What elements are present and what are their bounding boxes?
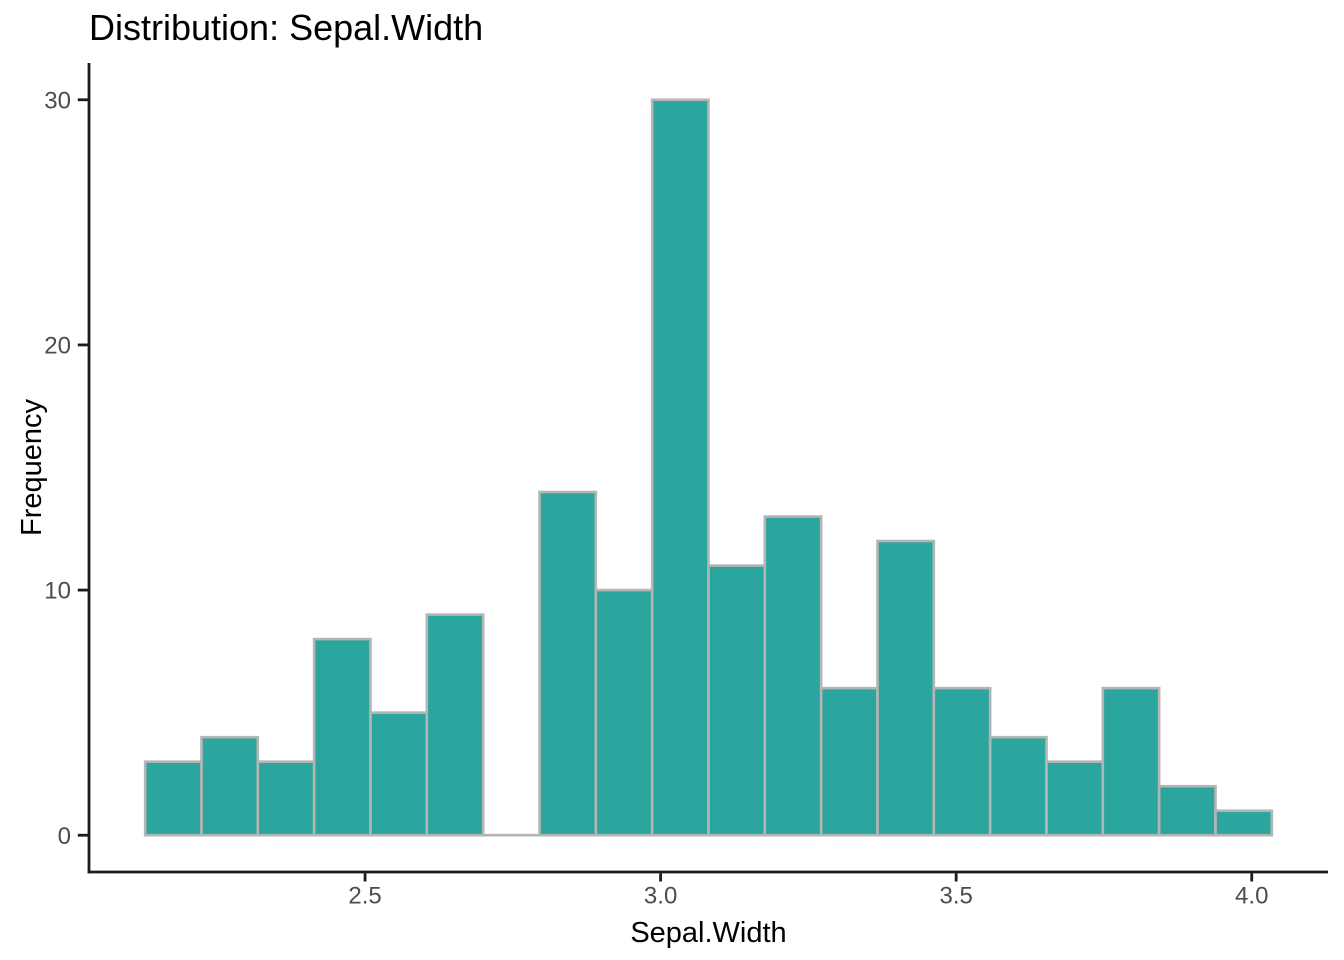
- chart-title: Distribution: Sepal.Width: [89, 7, 483, 48]
- histogram-bar: [200, 735, 260, 837]
- y-tick-label: 0: [58, 823, 71, 850]
- bars-group: [143, 98, 1274, 837]
- y-tick-label: 30: [44, 87, 71, 114]
- histogram-bar: [256, 760, 316, 837]
- histogram-bar: [932, 686, 992, 837]
- histogram-bar: [707, 564, 767, 837]
- histogram-bar: [876, 539, 936, 837]
- y-tick-label: 20: [44, 333, 71, 360]
- histogram-bar: [425, 613, 485, 837]
- histogram-bar: [594, 588, 654, 837]
- histogram-bar: [1157, 784, 1217, 837]
- x-tick-label: 2.5: [348, 883, 381, 910]
- histogram-bar: [763, 515, 823, 837]
- histogram-bar: [143, 760, 203, 837]
- histogram-bar: [819, 686, 879, 837]
- histogram-bar: [1045, 760, 1105, 837]
- histogram-bar: [312, 637, 372, 837]
- y-axis-title: Frequency: [16, 398, 48, 536]
- histogram-bar: [369, 711, 429, 837]
- x-axis-title: Sepal.Width: [630, 917, 786, 949]
- histogram-bar: [1214, 809, 1274, 837]
- histogram-bar: [538, 490, 598, 837]
- histogram-bar: [1101, 686, 1161, 837]
- x-tick-label: 3.5: [939, 883, 972, 910]
- histogram-bar: [650, 98, 710, 837]
- x-tick-label: 4.0: [1235, 883, 1268, 910]
- histogram-bar: [988, 735, 1048, 837]
- y-tick-label: 10: [44, 578, 71, 605]
- axes-group: [87, 63, 1328, 874]
- x-tick-label: 3.0: [644, 883, 677, 910]
- ticks-group: 2.5 3.0 3.5 4.0 0 10 20 30: [44, 87, 1268, 909]
